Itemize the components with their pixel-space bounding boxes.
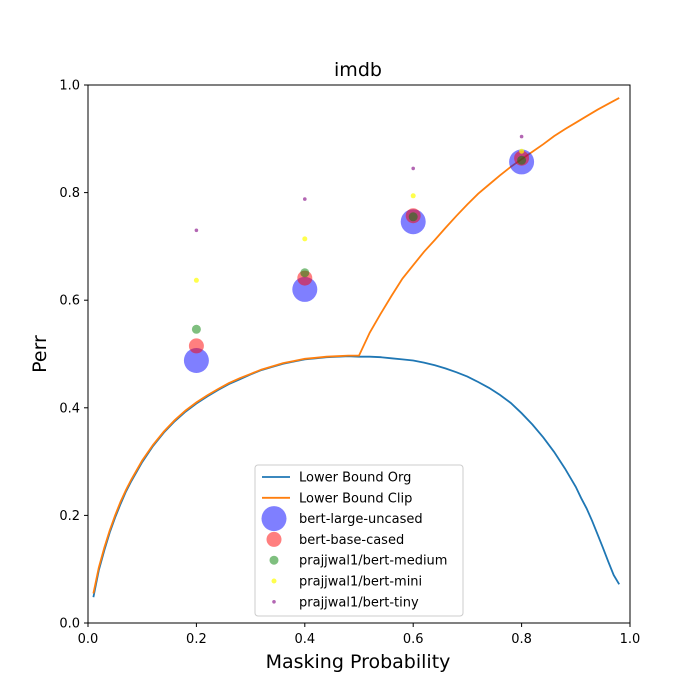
plot-frame <box>87 84 631 624</box>
point-bert-large-uncased <box>292 276 318 302</box>
legend-label-lower-bound-clip: Lower Bound Clip <box>299 491 412 506</box>
y-tick-label: 0.6 <box>59 294 80 309</box>
point-prajjwal1-bert-medium <box>191 324 201 334</box>
y-tick-label: 0.4 <box>59 401 80 416</box>
point-prajjwal1-bert-medium <box>408 212 418 222</box>
point-bert-base-cased <box>188 338 204 354</box>
y-tick-label: 0.8 <box>59 186 80 201</box>
y-axis-label: Perr <box>29 335 51 373</box>
x-axis-ticks: 0.0 0.2 0.4 0.6 0.8 1.0 <box>78 623 641 647</box>
legend-label-prajjwal1-bert-tiny: prajjwal1/bert-tiny <box>299 595 419 610</box>
legend-label-bert-base-cased: bert-base-cased <box>299 533 404 548</box>
legend-label-prajjwal1-bert-mini: prajjwal1/bert-mini <box>299 575 422 590</box>
point-prajjwal1-bert-mini <box>410 193 416 199</box>
x-tick-label: 0.2 <box>186 632 207 647</box>
point-prajjwal1-bert-mini <box>519 148 525 154</box>
x-tick-label: 0.8 <box>511 632 532 647</box>
y-tick-label: 0.0 <box>59 617 80 632</box>
y-tick-label: 1.0 <box>59 79 80 94</box>
y-axis-ticks: 0.0 0.2 0.4 0.6 0.8 1.0 <box>59 79 88 632</box>
legend: Lower Bound Org Lower Bound Clip bert-larg… <box>254 464 464 617</box>
x-tick-label: 0.6 <box>403 632 424 647</box>
x-tick-label: 0.4 <box>294 632 315 647</box>
point-prajjwal1-bert-medium <box>517 155 527 165</box>
plot-area <box>92 97 620 598</box>
point-prajjwal1-bert-tiny <box>303 197 307 201</box>
point-prajjwal1-bert-tiny <box>194 228 199 233</box>
point-bert-large-uncased <box>183 348 209 373</box>
x-tick-label: 1.0 <box>620 632 641 647</box>
legend-label-prajjwal1-bert-medium: prajjwal1/bert-medium <box>299 554 447 569</box>
legend-swatch-prajjwal1-bert-tiny <box>272 600 276 604</box>
point-prajjwal1-bert-mini <box>302 236 308 242</box>
legend-label-lower-bound-org: Lower Bound Org <box>299 471 411 486</box>
y-tick-label: 0.2 <box>59 509 80 524</box>
legend-swatch-prajjwal1-bert-mini <box>271 578 277 584</box>
legend-box <box>254 464 464 617</box>
point-prajjwal1-bert-medium <box>300 268 310 278</box>
point-prajjwal1-bert-mini <box>193 277 199 283</box>
x-tick-label: 0.0 <box>78 632 99 647</box>
legend-label-bert-large-uncased: bert-large-uncased <box>299 512 423 527</box>
x-axis-label: Masking Probability <box>266 651 451 673</box>
legend-swatch-prajjwal1-bert-medium <box>269 555 279 565</box>
point-prajjwal1-bert-tiny <box>411 166 416 171</box>
point-prajjwal1-bert-tiny <box>519 134 524 139</box>
legend-swatch-bert-base-cased <box>266 531 282 547</box>
legend-swatch-bert-large-uncased <box>261 506 287 532</box>
chart-title: imdb <box>334 59 382 81</box>
